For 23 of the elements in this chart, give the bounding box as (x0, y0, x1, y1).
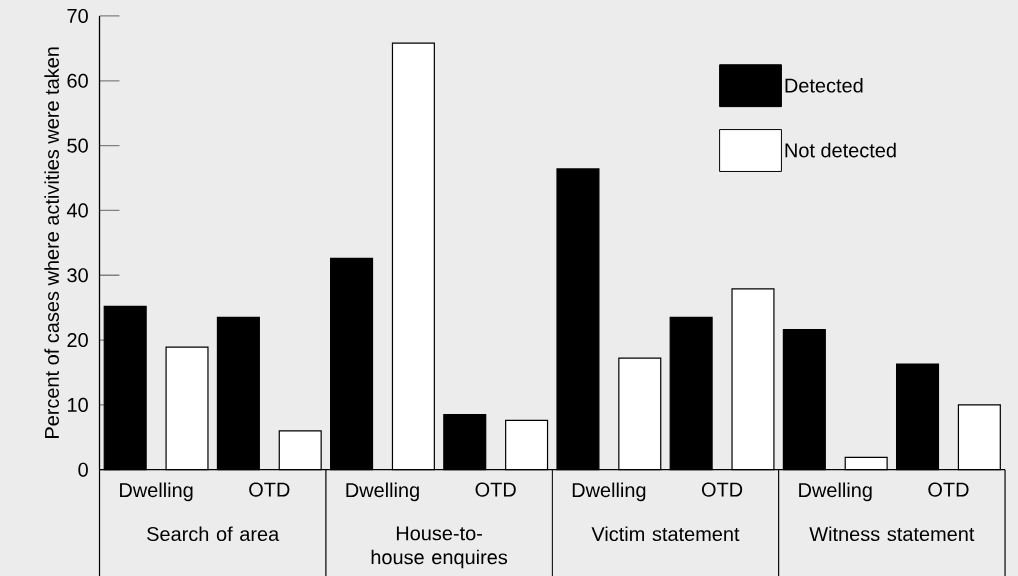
text: House-to-house enquires (371, 526, 508, 569)
y-tick-label: 50 (67, 138, 88, 153)
x-tick-label: Dwelling (799, 482, 872, 501)
x-tick-label: Dwelling (346, 482, 419, 501)
x-tick-label: OTD (475, 482, 516, 497)
x-tick-label: OTD (928, 482, 969, 497)
y-tick-label: 60 (67, 73, 88, 88)
x-tick-label: OTD (249, 482, 290, 497)
y-tick-label: 40 (66, 203, 88, 218)
text: Victim statement (591, 526, 740, 541)
y-tick-label: 30 (67, 267, 88, 283)
y-tick-label: 20 (67, 332, 88, 347)
legend-label: Detected (785, 77, 863, 93)
x-tick-label: Dwelling (572, 482, 646, 501)
y-tick-label: 70 (67, 8, 88, 23)
y-tick-label: 0 (78, 462, 88, 477)
y-tick-label: 10 (68, 397, 88, 412)
text: Search of area (147, 526, 280, 541)
x-tick-label: Dwelling (120, 482, 193, 501)
legend-label: Not detected (785, 142, 896, 158)
y-axis-title: Percent of cases where activities were taken (44, 47, 59, 438)
x-tick-label: OTD (701, 482, 743, 497)
text: Witness statement (809, 526, 975, 541)
